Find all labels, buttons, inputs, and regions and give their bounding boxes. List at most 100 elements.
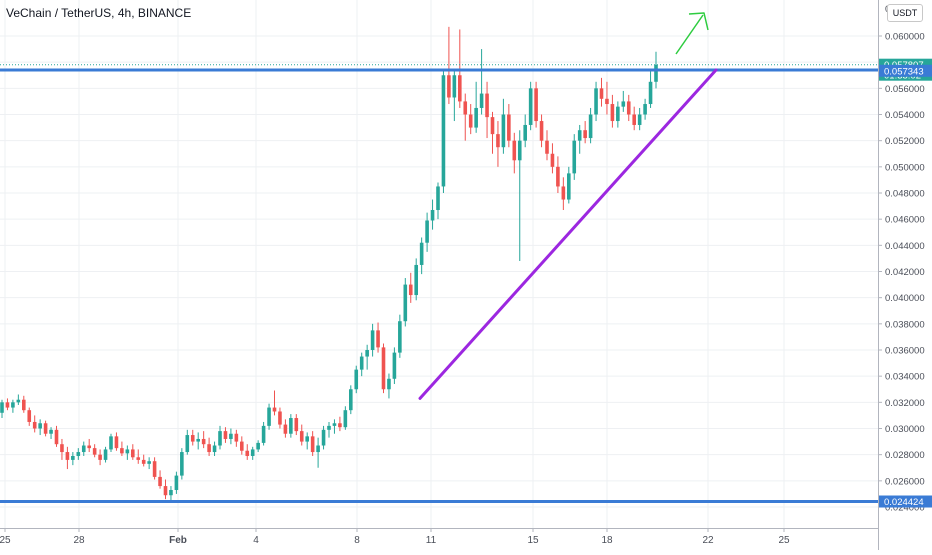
- support-price-label-bg: [879, 495, 932, 508]
- candle-body: [141, 459, 146, 464]
- arrow-shaft: [675, 14, 704, 55]
- candle-body: [283, 424, 288, 434]
- candle-body: [534, 88, 538, 122]
- y-tick-label: 0.024000: [885, 503, 925, 514]
- candle-body: [5, 402, 10, 408]
- candle-body: [359, 356, 364, 370]
- candle-body: [441, 75, 446, 187]
- candle-body: [338, 423, 342, 428]
- candle-body: [332, 423, 337, 426]
- candle-body: [136, 457, 141, 460]
- resistance-price-label-bg: [879, 64, 932, 77]
- candle-body: [114, 436, 119, 449]
- x-tick-label: 28: [73, 535, 85, 546]
- candle-body: [490, 117, 495, 135]
- y-tick-label: 0.052000: [885, 136, 925, 147]
- candle-body: [507, 114, 511, 141]
- candle-body: [256, 442, 260, 450]
- candle-body: [539, 121, 544, 141]
- x-tick-label: 25: [778, 535, 790, 546]
- y-tick-label: 0.040000: [885, 293, 925, 304]
- candle-body: [572, 140, 577, 174]
- candle-body: [201, 438, 206, 445]
- candle-body: [321, 429, 326, 446]
- candle-body: [528, 88, 533, 125]
- y-tick-label: 0.056000: [885, 84, 925, 95]
- candle-body: [147, 461, 151, 464]
- candle-body: [223, 431, 228, 439]
- candle-body: [174, 475, 179, 490]
- candle-body: [32, 421, 37, 429]
- candle-body: [594, 88, 598, 115]
- candle-body: [425, 220, 429, 243]
- candle-body: [419, 242, 424, 265]
- candle-body: [523, 124, 527, 141]
- y-tick-label: 0.046000: [885, 215, 925, 226]
- candle-body: [485, 93, 489, 118]
- x-tick-label: 25: [0, 535, 11, 546]
- candle-body: [512, 140, 517, 161]
- candle-body: [365, 350, 369, 357]
- support-price-label: 0.024424: [884, 497, 924, 508]
- candle-body: [54, 429, 59, 445]
- candle-body: [163, 486, 168, 496]
- arrow-up-right-icon: [688, 12, 709, 31]
- candle-body: [610, 104, 615, 122]
- candle-body: [637, 114, 642, 125]
- candle-body: [261, 425, 266, 443]
- x-tick-label: 8: [354, 535, 360, 546]
- candle-body: [479, 93, 484, 108]
- y-tick-label: 0.050000: [885, 162, 925, 173]
- candle-body: [583, 130, 587, 139]
- candle-body: [387, 378, 391, 390]
- candle-body: [632, 114, 636, 125]
- candle-body: [152, 461, 157, 477]
- candle-body: [616, 106, 620, 122]
- candle-body: [654, 64, 658, 82]
- candle-body: [517, 140, 522, 161]
- candle-body: [545, 140, 549, 154]
- candle-body: [343, 410, 348, 428]
- resistance-price-label: 0.057343: [884, 66, 924, 77]
- y-tick-label: 0.030000: [885, 424, 925, 435]
- candle-body: [234, 433, 239, 442]
- candle-body: [648, 81, 653, 105]
- y-tick-label: 0.034000: [885, 372, 925, 383]
- candle-body: [468, 114, 473, 128]
- candle-body: [185, 435, 190, 453]
- candle-body: [27, 410, 32, 422]
- candle-body: [458, 75, 462, 102]
- candle-body: [109, 436, 113, 450]
- candle-body: [621, 101, 626, 107]
- candle-body: [22, 399, 26, 411]
- candle-body: [98, 454, 102, 460]
- candle-body: [376, 330, 380, 348]
- candle-body: [267, 407, 271, 426]
- candle-body: [11, 402, 15, 408]
- y-tick-label: 0.054000: [885, 110, 925, 121]
- y-tick-label: 0.044000: [885, 241, 925, 252]
- candle-body: [272, 407, 277, 412]
- candle-body: [43, 423, 48, 434]
- y-tick-label: 0.036000: [885, 346, 925, 357]
- y-tick-label: 0.048000: [885, 189, 925, 200]
- candle-body: [436, 186, 440, 211]
- candle-body: [501, 114, 506, 148]
- y-tick-label: 0.026000: [885, 476, 925, 487]
- candle-body: [218, 431, 222, 446]
- candle-body: [310, 436, 315, 453]
- candle-body: [305, 436, 309, 442]
- candle-body: [354, 369, 359, 390]
- y-tick-label: 0.060000: [885, 32, 925, 43]
- candle-body: [447, 75, 451, 98]
- candle-body: [577, 130, 582, 141]
- candle-body: [190, 435, 195, 442]
- candle-body: [76, 452, 81, 456]
- y-tick-label: 0.028000: [885, 450, 925, 461]
- ascending-trendline[interactable]: [418, 68, 718, 400]
- chart-title: VeChain / TetherUS, 4h, BINANCE: [6, 6, 192, 20]
- candle-body: [87, 445, 91, 449]
- currency-button[interactable]: USDT: [887, 4, 923, 22]
